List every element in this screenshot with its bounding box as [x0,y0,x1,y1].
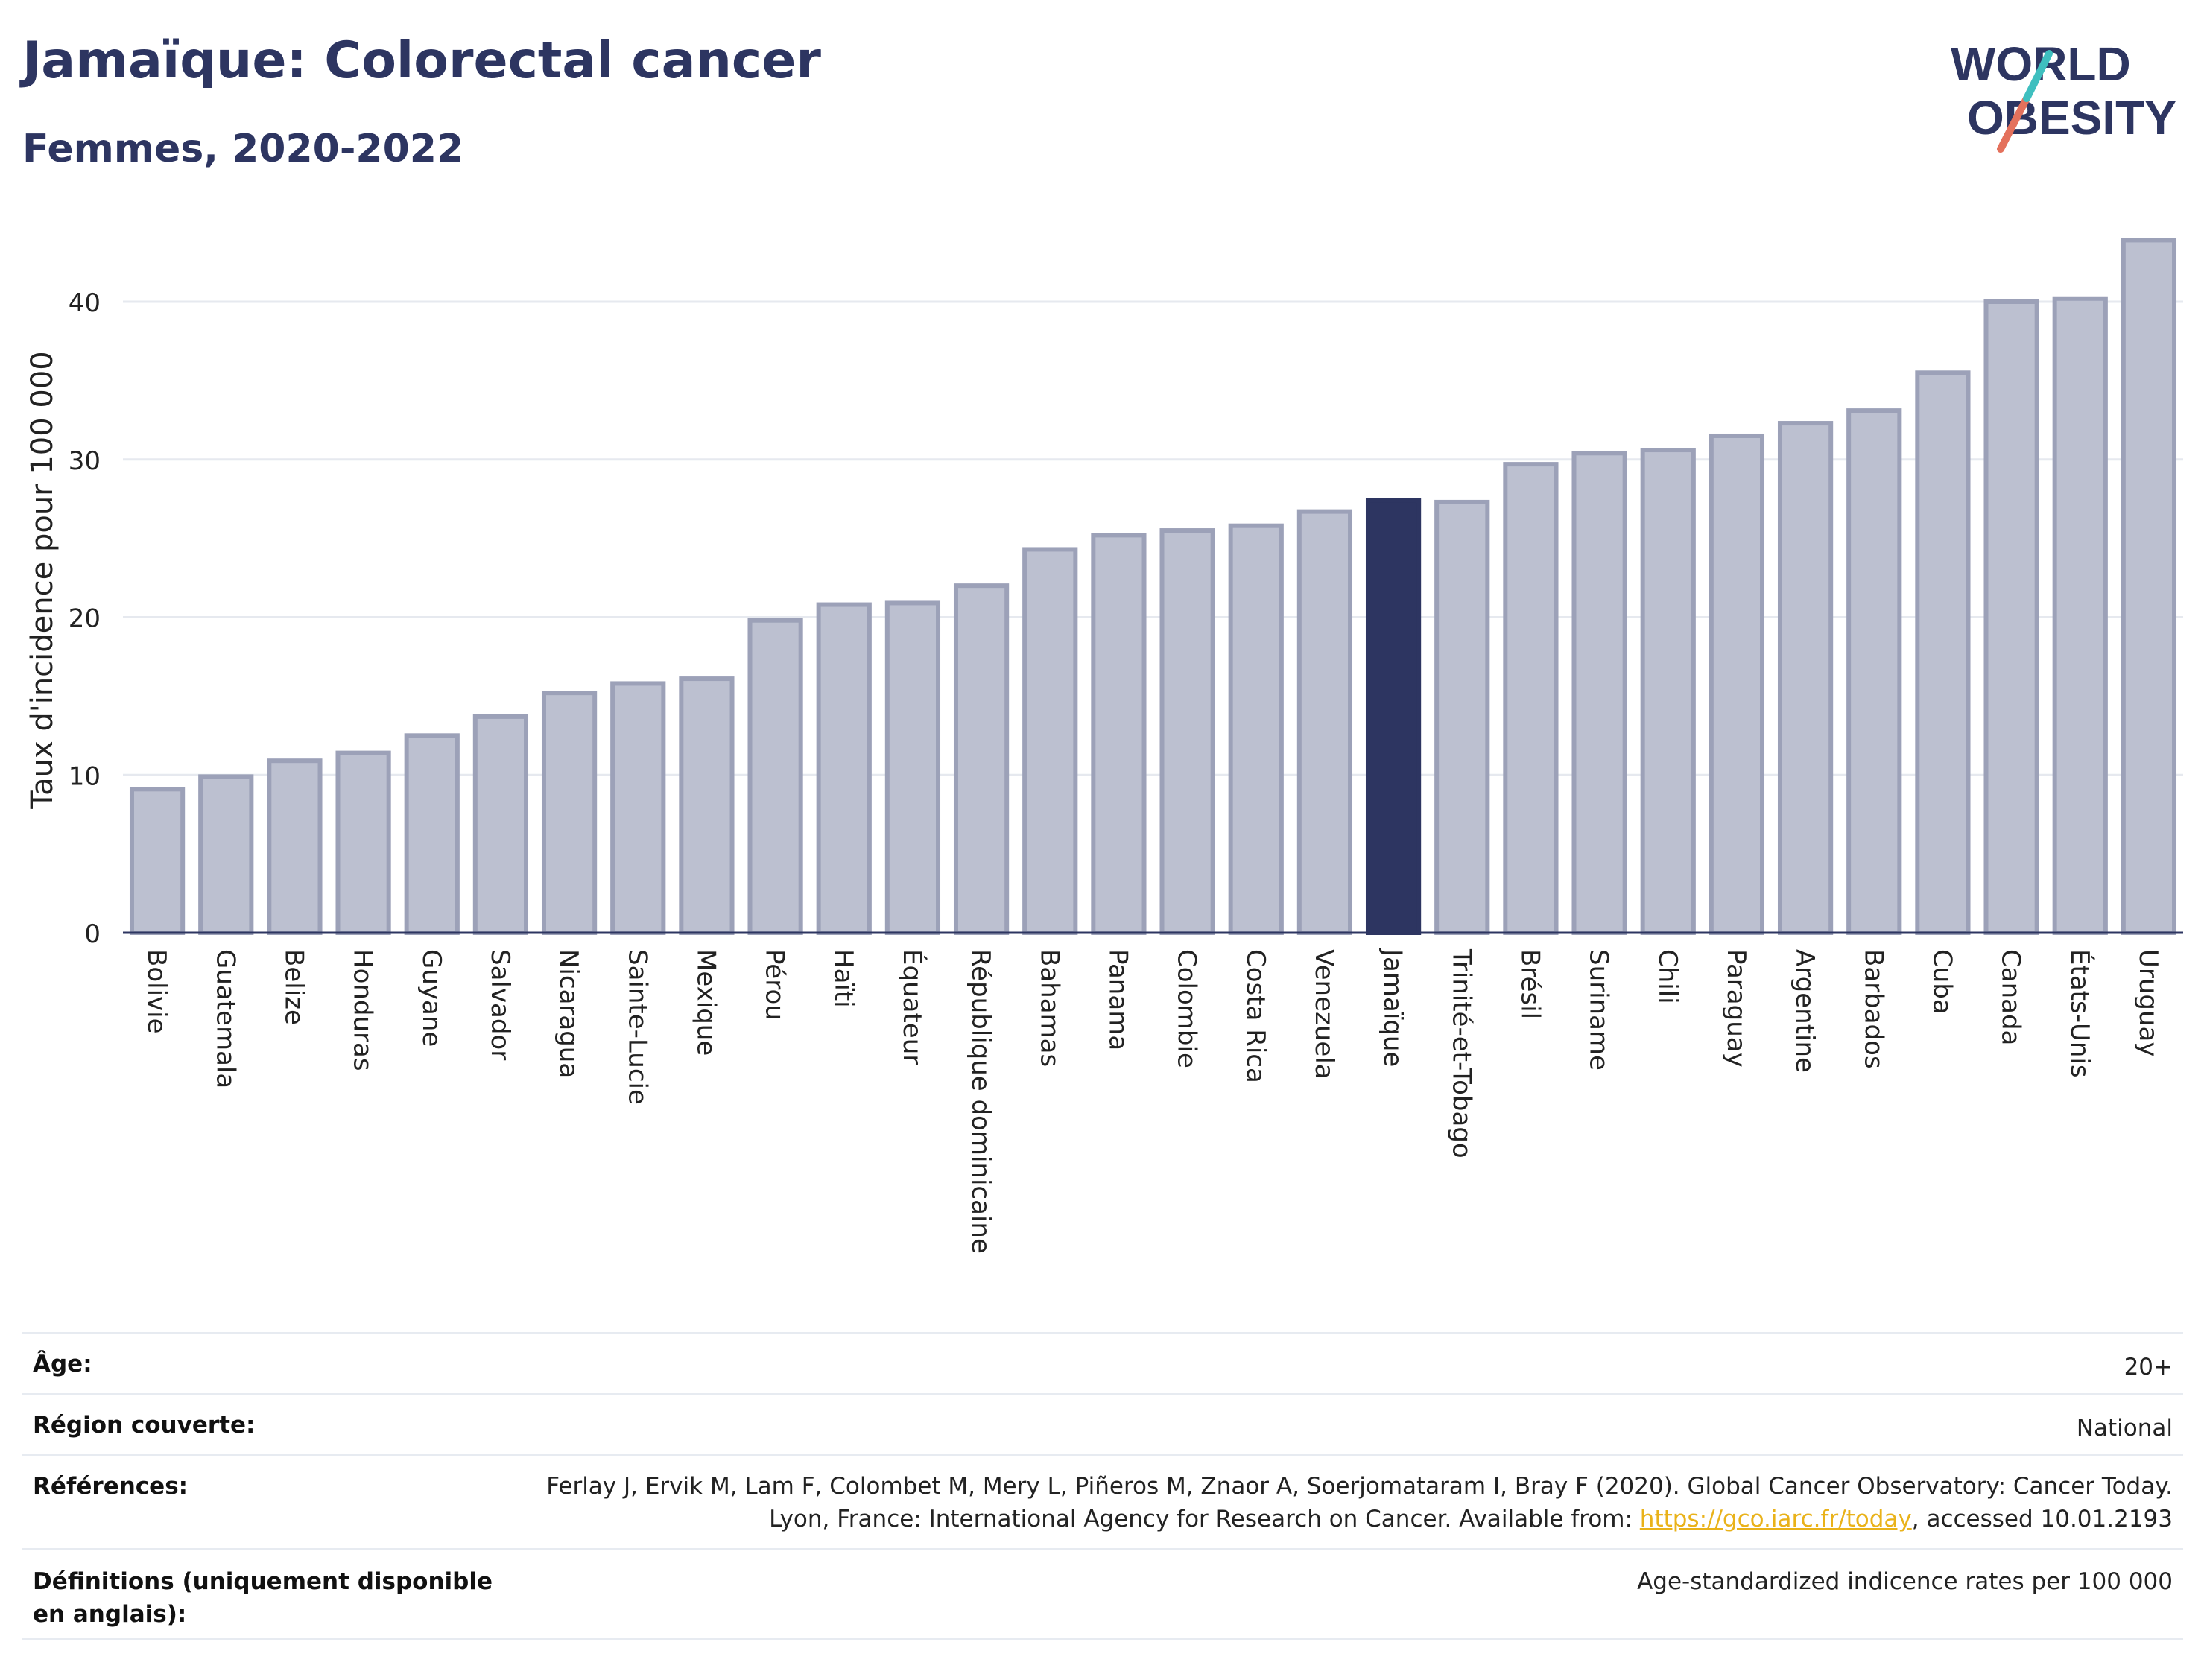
bar [1159,528,1215,936]
meta-row-references: Références: Ferlay J, Ervik M, Lam F, Co… [22,1454,2183,1550]
bar [335,750,391,935]
x-tick-label: Équateur [897,949,928,1065]
bar [1091,533,1147,935]
bar [1434,499,1490,935]
y-tick-label: 40 [69,288,101,318]
x-tick-label: Nicaragua [554,949,583,1078]
x-tick-label: Barbados [1858,949,1888,1069]
region-label: Région couverte: [22,1393,535,1456]
x-tick-label: Guatemala [210,949,240,1088]
bar [541,691,598,935]
y-tick-label: 20 [69,604,101,634]
bar [1296,509,1353,935]
x-tick-label: Colombie [1172,949,1202,1068]
bar [1503,462,1559,936]
x-tick-label: Costa Rica [1241,949,1270,1083]
references-label: Références: [22,1454,535,1550]
bar [610,681,666,935]
x-tick-label: Paraguay [1721,949,1751,1068]
bar [1228,523,1284,935]
bar [1777,421,1834,935]
x-tick-label: Haïti [829,949,858,1008]
references-text: Ferlay J, Ervik M, Lam F, Colombet M, Me… [546,1473,2173,1532]
bar [1983,299,2039,935]
x-tick-label: Sainte-Lucie [622,949,652,1105]
page-subtitle: Femmes, 2020-2022 [22,127,464,171]
bar [1022,547,1078,935]
x-tick-label: Guyane [417,949,446,1047]
y-tick-label: 10 [69,761,101,791]
page-title: Jamaïque: Colorectal cancer [22,31,821,90]
references-value: Ferlay J, Ervik M, Lam F, Colombet M, Me… [535,1454,2183,1550]
definitions-value: Age-standardized indicence rates per 100… [535,1548,2183,1640]
bar [679,676,735,936]
bar [1640,448,1696,936]
logo-line2: OBESITY [1967,91,2176,145]
x-tick-label: Uruguay [2133,949,2163,1057]
region-value: National [535,1393,2183,1456]
x-tick-label: Cuba [1927,949,1957,1015]
x-tick-label: Venezuela [1309,949,1339,1080]
age-value: 20+ [535,1332,2183,1395]
x-tick-label: Belize [279,949,308,1025]
x-tick-label: Chili [1653,949,1682,1004]
bar [198,774,254,935]
logo-teal-stroke [2023,50,2053,102]
bar [1365,498,1422,935]
x-tick-label: États-Unis [2065,949,2095,1078]
bar [1571,451,1627,935]
definitions-label: Définitions (uniquement disponible en an… [22,1548,535,1640]
x-tick-label: Mexique [691,949,721,1056]
bar [1709,433,1765,935]
meta-row-region: Région couverte: National [22,1393,2183,1456]
world-obesity-logo: WORLD OBESITY [1951,37,2176,153]
x-tick-label: Suriname [1584,949,1614,1071]
bar [747,618,803,935]
x-tick-label: Honduras [348,949,378,1071]
x-tick-label: Bahamas [1034,949,1064,1067]
bar [404,733,460,935]
y-tick-label: 30 [69,446,101,476]
bar [472,714,529,936]
references-accessed: , accessed 10.01.2193 [1911,1506,2173,1532]
logo-coral-stroke [1997,95,2030,153]
bar [2052,296,2108,935]
y-axis-title: Taux d'incidence pour 100 000 [25,351,60,809]
y-tick-label: 0 [84,919,101,949]
x-tick-label: Bolivie [142,949,171,1034]
x-tick-label: Brésil [1515,949,1545,1019]
bar [884,600,941,935]
meta-row-age: Âge: 20+ [22,1332,2183,1395]
bar [816,602,872,935]
x-tick-label: Argentine [1790,949,1820,1073]
bar [267,758,323,935]
meta-row-definitions: Définitions (uniquement disponible en an… [22,1548,2183,1640]
bar [953,583,1010,936]
age-label: Âge: [22,1332,535,1395]
metadata-table: Âge: 20+ Région couverte: National Référ… [22,1332,2183,1640]
bar [2121,238,2177,936]
x-tick-label: Salvador [485,949,515,1060]
bar [129,787,186,935]
x-tick-label: République dominicaine [966,949,995,1254]
bar [1915,370,1971,936]
x-tick-label: Jamaïque [1378,948,1407,1067]
bar-chart: 0 10 20 30 40 Taux d'incidence pour 100 000 Bo… [25,238,2183,1254]
x-tick-label: Canada [1996,949,2026,1045]
references-link[interactable]: https://gco.iarc.fr/today [1639,1506,1912,1532]
x-tick-label: Trinité-et-Tobago [1446,948,1476,1158]
bar [1846,408,1902,936]
x-tick-label: Panama [1103,949,1133,1050]
x-tick-label: Pérou [760,949,790,1021]
